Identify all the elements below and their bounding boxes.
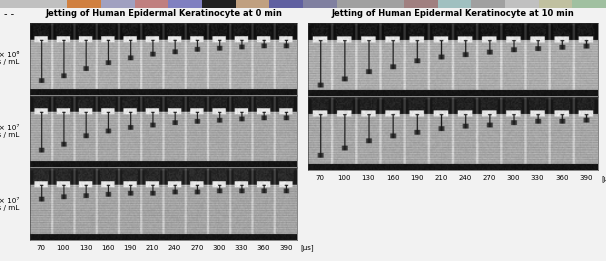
Bar — [505, 0, 539, 8]
Text: 330: 330 — [531, 175, 544, 181]
Text: 270: 270 — [482, 175, 496, 181]
Text: 300: 300 — [212, 245, 226, 251]
Text: Jetting of Human Epidermal Keratinocyte at 10 min: Jetting of Human Epidermal Keratinocyte … — [331, 9, 574, 18]
Bar — [539, 0, 572, 8]
Text: 240: 240 — [459, 175, 471, 181]
Text: 6.0 × 10⁶
cells / mL: 6.0 × 10⁶ cells / mL — [0, 52, 19, 65]
Text: Jetting of Human Epidermal Keratinocyte at 0 min: Jetting of Human Epidermal Keratinocyte … — [45, 9, 282, 18]
Text: 240: 240 — [168, 245, 181, 251]
Text: 70: 70 — [316, 175, 325, 181]
Text: 270: 270 — [190, 245, 204, 251]
Text: 130: 130 — [362, 175, 375, 181]
Text: 210: 210 — [145, 245, 159, 251]
Text: 1.2 × 10⁷
cells / mL: 1.2 × 10⁷ cells / mL — [0, 125, 19, 138]
Bar — [101, 0, 135, 8]
Text: 160: 160 — [386, 175, 399, 181]
Bar — [303, 0, 337, 8]
Text: 390: 390 — [279, 245, 293, 251]
Text: [μs]: [μs] — [301, 245, 314, 251]
Bar — [0, 0, 34, 8]
Text: [μs]: [μs] — [602, 175, 606, 182]
Bar — [202, 0, 236, 8]
Text: 360: 360 — [555, 175, 568, 181]
Bar — [337, 0, 370, 8]
Bar — [34, 0, 67, 8]
Bar — [438, 0, 471, 8]
Text: 130: 130 — [79, 245, 92, 251]
Bar — [572, 0, 606, 8]
Bar — [135, 0, 168, 8]
Bar — [370, 0, 404, 8]
Bar — [404, 0, 438, 8]
Text: 70: 70 — [36, 245, 45, 251]
Text: 100: 100 — [56, 245, 70, 251]
Text: 390: 390 — [579, 175, 593, 181]
Text: 300: 300 — [507, 175, 520, 181]
Bar — [67, 0, 101, 8]
Bar — [168, 0, 202, 8]
Text: 190: 190 — [410, 175, 424, 181]
Text: 2.0 × 10⁷
cells / mL: 2.0 × 10⁷ cells / mL — [0, 198, 19, 211]
Text: 210: 210 — [435, 175, 448, 181]
Text: 160: 160 — [101, 245, 115, 251]
Text: - -: - - — [4, 9, 14, 19]
Bar — [269, 0, 303, 8]
Text: 360: 360 — [257, 245, 270, 251]
Bar — [471, 0, 505, 8]
Text: 330: 330 — [235, 245, 248, 251]
Text: 190: 190 — [124, 245, 137, 251]
Text: 100: 100 — [338, 175, 351, 181]
Bar — [236, 0, 269, 8]
